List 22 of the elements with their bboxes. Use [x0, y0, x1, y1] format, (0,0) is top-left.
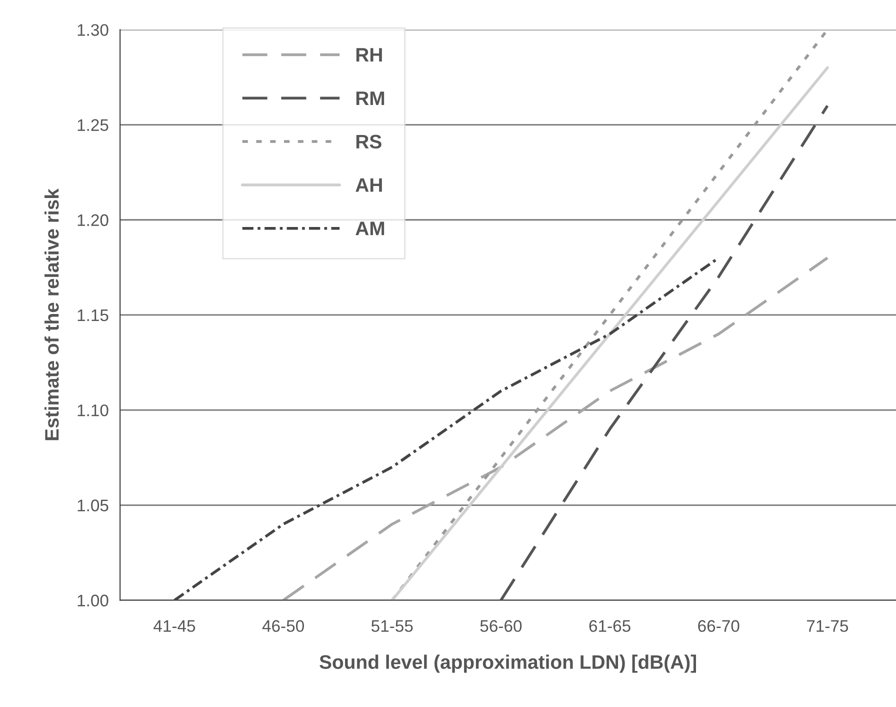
- y-tick-label: 1.25: [78, 119, 108, 131]
- legend-label: RS: [356, 134, 382, 149]
- x-tick-label: 46-50: [262, 620, 304, 632]
- y-tick-label: 1.30: [78, 24, 108, 36]
- legend-label: AM: [356, 222, 384, 236]
- x-tick-label: 71-75: [806, 620, 848, 632]
- y-axis-title: Estimate of the relative risk: [44, 188, 59, 440]
- y-tick-label: 1.05: [78, 500, 108, 512]
- x-tick-label: 61-65: [589, 620, 630, 632]
- legend-label: AH: [356, 178, 382, 192]
- legend-label: RH: [356, 48, 382, 62]
- y-tick-label: 1.00: [78, 594, 108, 606]
- x-tick-label: 66-70: [698, 620, 740, 632]
- legend-label: RM: [356, 92, 384, 105]
- x-axis-title: Sound level (approximation LDN) [dB(A)]: [320, 654, 696, 673]
- y-tick-label: 1.20: [78, 214, 108, 226]
- line-series: [500, 104, 829, 600]
- x-tick-label: 41-45: [154, 620, 196, 632]
- y-tick-label: 1.10: [78, 404, 108, 416]
- y-tick-label: 1.15: [78, 310, 108, 322]
- x-tick-label: 51-55: [371, 620, 413, 632]
- x-tick-label: 56-60: [480, 620, 522, 632]
